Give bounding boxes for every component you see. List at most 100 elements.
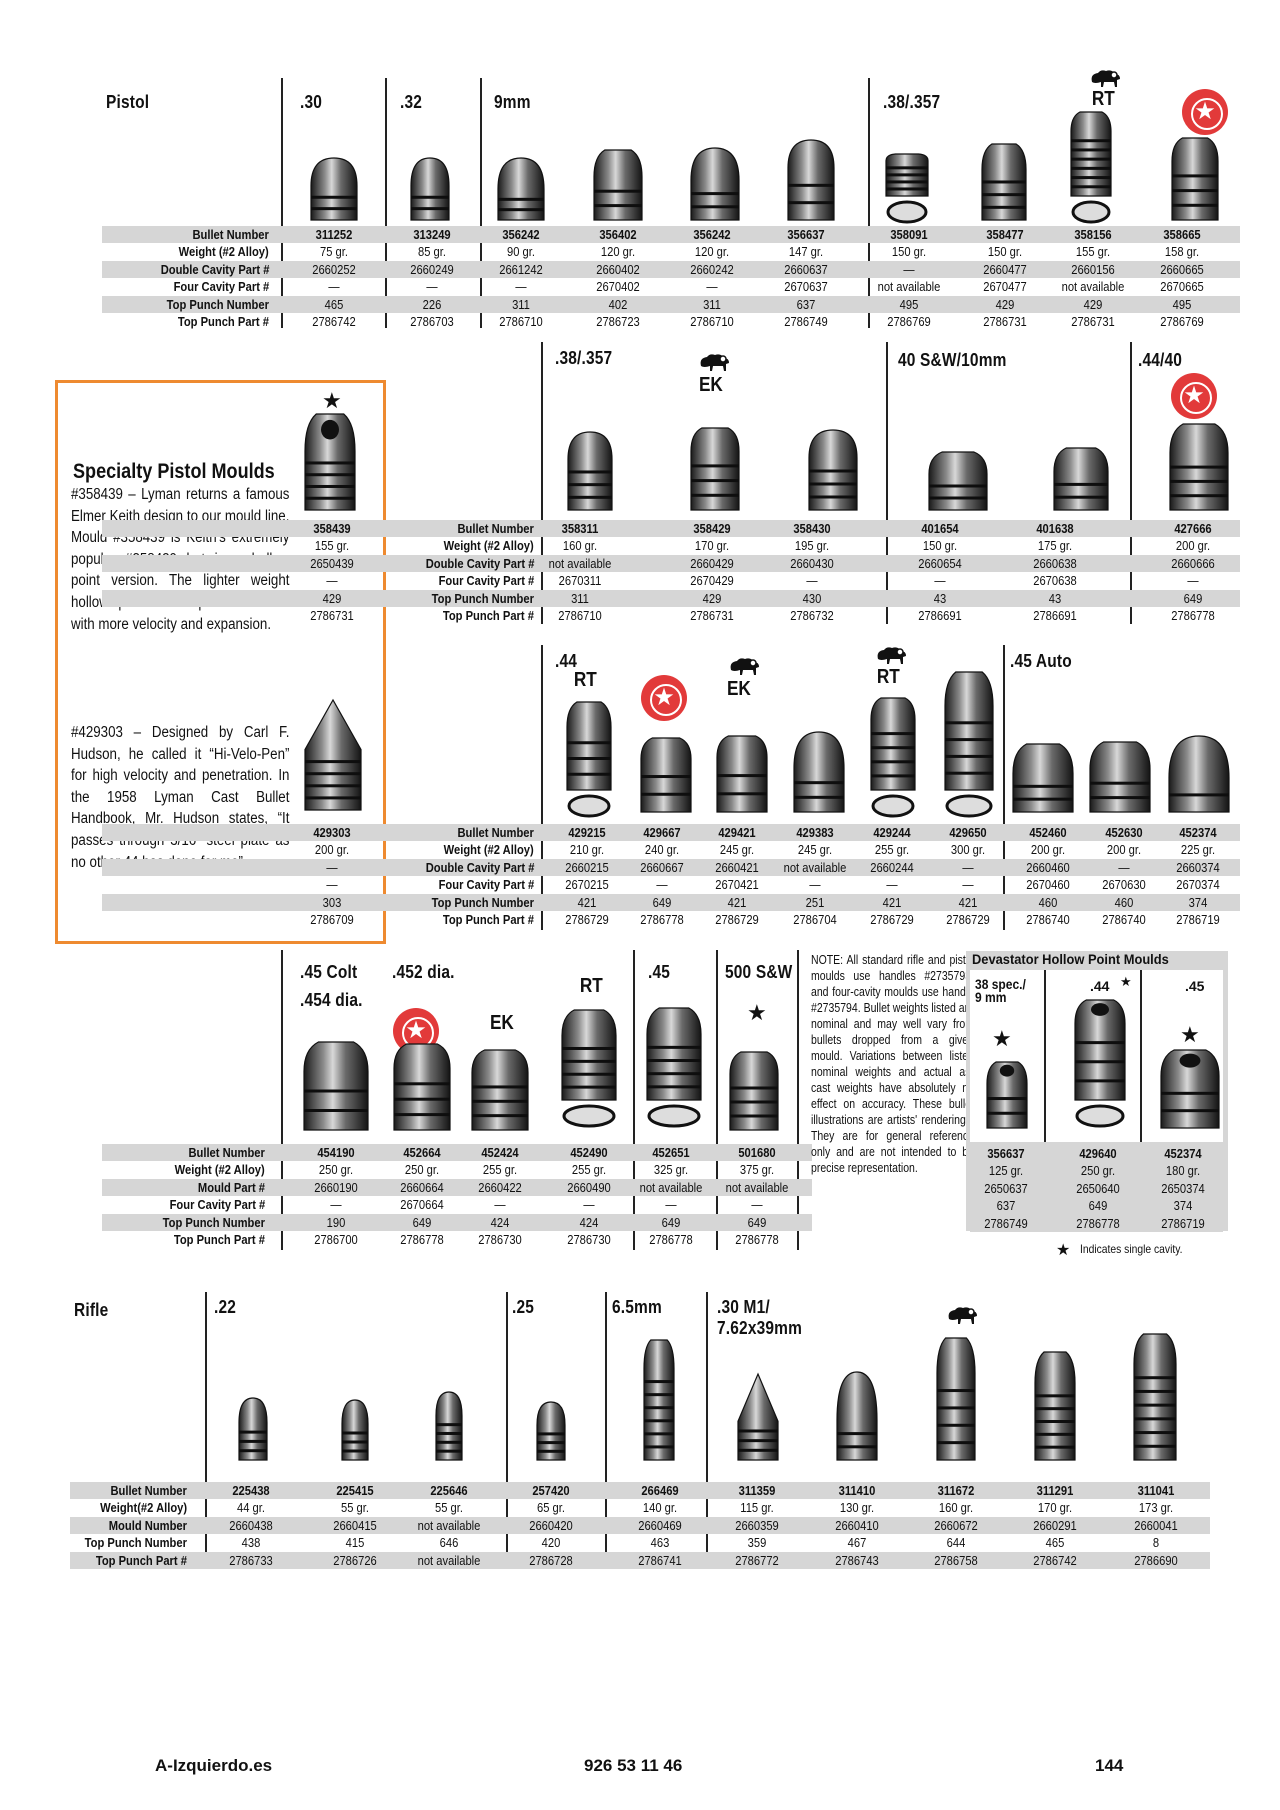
table-cell: 2660410 [835,1517,879,1533]
table-pistol-4: Bullet Number 454190 452664 452424 452490 452… [102,1144,812,1248]
row-label: Double Cavity Part # [425,859,534,875]
bullet-illustration [471,1049,529,1131]
table-cell: 424 [490,1214,510,1230]
table-cell: 356637 [787,227,825,242]
table-cell: — [706,279,718,295]
seal-icon: ★ [1171,373,1217,419]
bullet-base-illustration [1071,200,1111,224]
table-row: Double Cavity Part # 2660252 2660249 266124… [102,260,1240,279]
devastator-title: Devastator Hollow Point Moulds [972,951,1169,967]
table-cell: 2786778 [1171,607,1215,623]
table-pistol-1: Bullet Number 311252 313249 356242 356402 356… [102,226,1240,330]
table-cell: 2660438 [229,1517,273,1533]
table-cell: 2670402 [596,279,640,295]
table-cell: 2786769 [887,313,931,329]
table-cell: 415 [345,1535,365,1551]
table-cell: 2786710 [499,313,543,329]
bullet-base-illustration [1075,1104,1125,1128]
table-cell: 251 [805,894,825,910]
bullet-illustration [928,451,988,511]
table-cell: 180 gr. [1165,1163,1201,1179]
bullet-illustration [435,1391,463,1461]
bullet-illustration [593,149,643,221]
row-label: Four Cavity Part # [169,1197,265,1213]
row-label: Weight (#2 Alloy) [443,842,534,858]
table-cell: 225438 [232,1483,270,1498]
table-cell: 2660421 [715,859,759,875]
table-cell: 649 [1183,590,1203,606]
table-cell: 255 gr. [874,842,910,858]
row-label: Four Cavity Part # [438,573,534,589]
table-cell: — [903,261,915,277]
table-cell: 2660638 [1033,555,1077,571]
table-devastator: 356637 429640 452374 125 gr. 250 gr. 180 gr. 2… [970,1145,1223,1232]
table-cell: 2660156 [1071,261,1115,277]
table-cell: 2786778 [735,1231,779,1247]
table-cell: 427666 [1174,521,1212,536]
table-cell: 311672 [937,1483,975,1498]
table-cell: 2786730 [478,1231,522,1247]
bullet-illustration [870,697,916,791]
table-cell: 2660374 [1176,859,1220,875]
table-cell: 2670477 [983,279,1027,295]
table-cell: 155 gr. [314,538,350,554]
table-cell: 311 [512,296,530,312]
bullet-illustration [1074,999,1126,1101]
table-cell: 2786704 [793,911,837,927]
table-cell: 2786778 [1076,1215,1120,1231]
table-cell: 2660672 [934,1517,978,1533]
single-cavity-star-icon: ★ [1056,1242,1071,1259]
table-cell: 250 gr. [318,1162,354,1178]
bullet-illustration [787,139,835,221]
row-label: Bullet Number [192,227,269,242]
bullet-illustration [497,157,545,221]
ram-icon [700,354,729,371]
table-cell: 649 [652,894,672,910]
table-cell: 2670215 [565,877,609,893]
table-cell: 2786726 [333,1552,377,1568]
table-row: Bullet Number 225438 225415 225646 257420 266… [70,1482,1210,1500]
table-cell: 463 [650,1535,670,1551]
bullet-illustration [1168,735,1230,813]
table-cell: 2660460 [1026,859,1070,875]
table-cell: 125 gr. [988,1163,1024,1179]
table-cell: 495 [899,296,919,312]
table-cell: 429 [1083,296,1103,312]
row-label: Weight(#2 Alloy) [100,1500,187,1516]
table-cell: 170 gr. [694,538,730,554]
table-row: Mould Number 2660438 2660415 not available 2… [70,1516,1210,1535]
table-cell: 311 [703,296,721,312]
table-cell: — [583,1197,595,1213]
table-cell: 429 [702,590,722,606]
table-row: 358439 358311 358429 358430 401654 401638 4276… [102,520,1240,538]
bullet-illustration [646,1007,702,1101]
caliber-30-m1: .30 M1/ [717,1297,770,1317]
caliber-38-357-b: .38/.357 [555,348,613,368]
row-label: Bullet Number [457,521,534,536]
bullet-illustration [690,147,740,221]
table-cell: 2786772 [735,1552,779,1568]
table-cell: 150 gr. [922,538,958,554]
bullet-illustration [936,1337,976,1461]
table-cell: 430 [802,590,822,606]
specialty-title: Specialty Pistol Moulds [73,460,275,483]
table-cell: 2786742 [312,313,356,329]
table-cell: 2786729 [715,911,759,927]
table-row: Four Cavity Part # — 2670664 — — — — [102,1196,812,1213]
table-cell: not available [548,555,612,571]
table-cell: 2660215 [565,859,609,875]
table-cell: 311041 [1137,1483,1175,1498]
table-cell: 2786741 [638,1552,682,1568]
table-cell: 356402 [599,227,637,242]
table-cell: 2786710 [558,607,602,623]
bullet-illustration [986,1061,1028,1129]
table-cell: 55 gr. [435,1500,463,1516]
table-cell: 2786749 [784,313,828,329]
table-pistol-3: Bullet Number 429303 429215 429667 429421 429… [102,824,1240,928]
bullet-illustration [1171,137,1219,221]
table-cell: not available [1061,279,1125,295]
table-cell: not available [417,1552,481,1568]
table-cell: 2660654 [918,555,962,571]
table-cell: 2660402 [596,261,640,277]
row-label: Double Cavity Part # [425,555,534,571]
